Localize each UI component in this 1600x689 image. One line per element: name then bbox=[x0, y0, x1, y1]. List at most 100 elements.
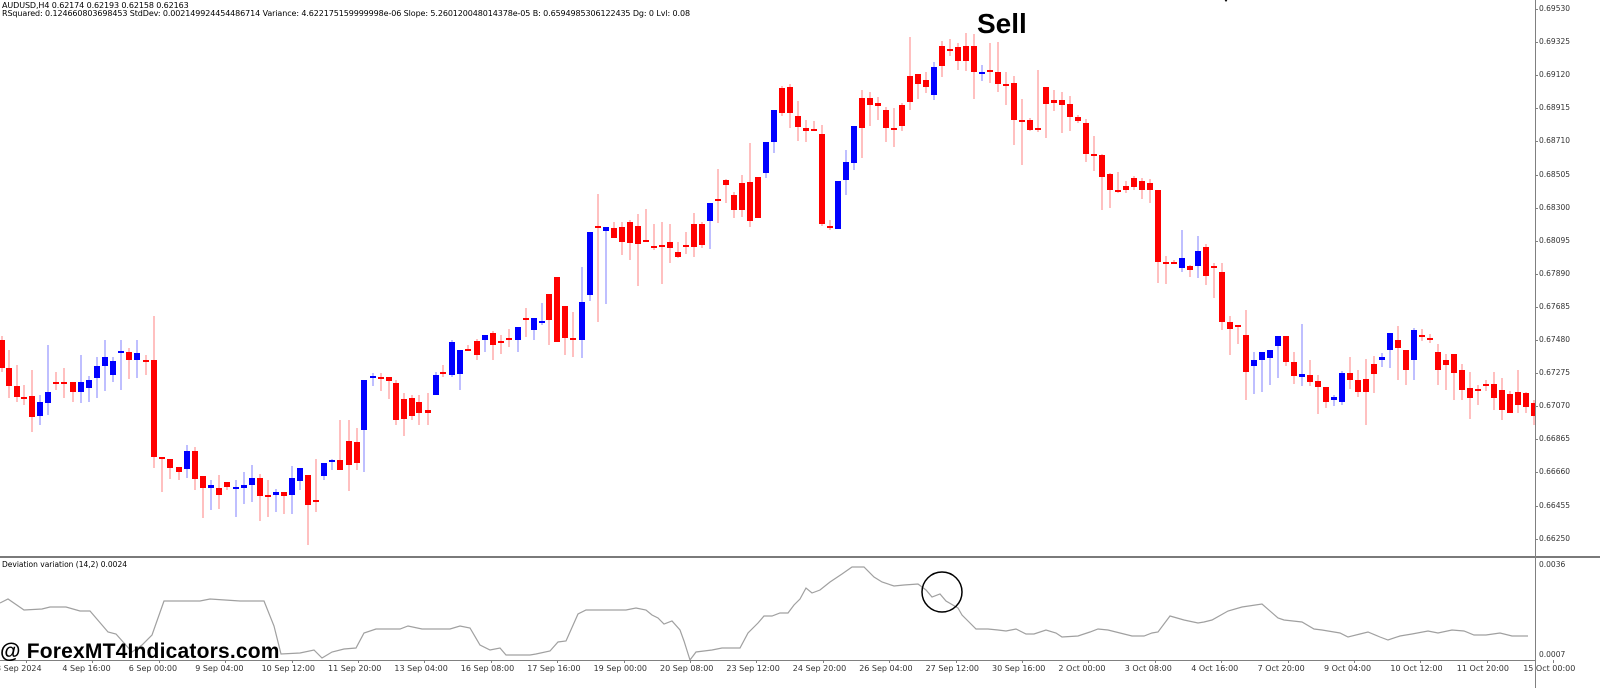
bull-candle bbox=[45, 345, 51, 415]
time-tick-label: 3 Sep 2024 bbox=[0, 664, 42, 673]
bear-candle bbox=[1219, 263, 1225, 330]
bear-candle bbox=[1099, 154, 1105, 210]
price-tick-mark bbox=[1535, 273, 1538, 275]
bear-candle bbox=[281, 492, 287, 514]
pane-separator[interactable] bbox=[0, 556, 1535, 558]
candlestick-plot bbox=[0, 33, 1535, 545]
time-tick-mark bbox=[1486, 660, 1488, 663]
bull-candle bbox=[457, 350, 463, 390]
price-tick-label: 0.66660 bbox=[1539, 467, 1571, 477]
time-tick-mark bbox=[1154, 660, 1156, 663]
bull-candle bbox=[482, 335, 488, 352]
price-tick-mark bbox=[1535, 75, 1538, 77]
price-tick-mark bbox=[1535, 406, 1538, 408]
bear-candle bbox=[167, 459, 173, 479]
time-tick-label: 23 Sep 12:00 bbox=[726, 664, 780, 673]
bull-candle bbox=[329, 459, 335, 470]
time-tick-mark bbox=[490, 660, 492, 663]
time-tick-label: 16 Sep 08:00 bbox=[460, 664, 515, 673]
regression-stats-line: RSquared: 0.124660803698453 StdDev: 0.00… bbox=[2, 9, 690, 18]
bear-candle bbox=[619, 222, 625, 255]
bear-candle bbox=[1395, 326, 1401, 380]
bear-candle bbox=[386, 377, 392, 399]
bear-candle bbox=[151, 316, 157, 468]
bear-candle bbox=[915, 74, 921, 99]
price-tick-mark bbox=[1535, 505, 1538, 507]
bear-candle bbox=[200, 476, 206, 518]
bear-candle bbox=[337, 420, 343, 470]
indicator-axis-min: 0.0007 bbox=[1539, 650, 1566, 659]
bull-candle bbox=[1299, 324, 1305, 386]
bear-candle bbox=[224, 482, 230, 490]
price-tick-label: 0.69325 bbox=[1539, 37, 1571, 47]
price-tick-label: 0.67685 bbox=[1539, 301, 1571, 311]
time-tick-label: 7 Oct 20:00 bbox=[1257, 664, 1305, 673]
bear-candle bbox=[1307, 360, 1313, 386]
bear-candle bbox=[1147, 179, 1153, 203]
bear-candle bbox=[995, 42, 1001, 92]
bear-candle bbox=[691, 213, 697, 257]
bear-candle bbox=[939, 41, 945, 77]
time-tick-label: 15 Oct 00:00 bbox=[1523, 664, 1576, 673]
price-tick-mark bbox=[1535, 42, 1538, 44]
time-tick-label: 10 Oct 12:00 bbox=[1390, 664, 1443, 673]
bear-candle bbox=[409, 395, 415, 420]
bear-candle bbox=[1163, 256, 1169, 284]
time-tick-label: 9 Sep 04:00 bbox=[195, 664, 244, 673]
bear-candle bbox=[1467, 372, 1473, 419]
price-tick-label: 0.67480 bbox=[1539, 335, 1571, 344]
bear-candle bbox=[875, 97, 881, 120]
time-tick-label: 26 Sep 04:00 bbox=[859, 664, 913, 673]
pane-separator-axis bbox=[1535, 556, 1600, 558]
bear-candle bbox=[176, 467, 182, 480]
time-tick-mark bbox=[291, 660, 293, 663]
bear-candle bbox=[747, 143, 753, 227]
time-axis[interactable] bbox=[0, 660, 1535, 689]
bear-candle bbox=[506, 329, 512, 347]
price-tick-mark bbox=[1535, 141, 1538, 143]
price-axis[interactable] bbox=[1535, 0, 1600, 688]
price-tick-mark bbox=[1535, 240, 1538, 242]
bear-candle bbox=[739, 175, 745, 217]
bull-candle bbox=[1331, 395, 1337, 406]
bear-candle bbox=[1515, 370, 1521, 413]
bear-candle bbox=[346, 420, 352, 491]
bear-candle bbox=[1203, 244, 1209, 285]
bull-candle bbox=[102, 340, 108, 391]
bear-candle bbox=[1283, 336, 1289, 366]
bear-candle bbox=[1171, 260, 1177, 264]
bear-candle bbox=[1507, 391, 1513, 413]
bull-candle bbox=[449, 340, 455, 377]
bear-candle bbox=[425, 393, 431, 425]
bull-candle bbox=[1179, 230, 1185, 272]
bear-candle bbox=[401, 393, 407, 436]
bull-candle bbox=[763, 142, 769, 178]
bear-candle bbox=[465, 345, 471, 351]
bear-candle bbox=[1499, 378, 1505, 420]
bull-candle bbox=[208, 480, 214, 510]
bear-candle bbox=[1363, 359, 1369, 425]
time-tick-label: 9 Oct 04:00 bbox=[1324, 664, 1372, 673]
bull-candle bbox=[361, 380, 367, 472]
bear-candle bbox=[963, 33, 969, 71]
bear-candle bbox=[61, 368, 67, 398]
bull-candle bbox=[1387, 333, 1393, 368]
bear-candle bbox=[891, 108, 897, 147]
bear-candle bbox=[1123, 181, 1129, 193]
time-tick-mark bbox=[92, 660, 94, 663]
price-tick-mark bbox=[1535, 340, 1538, 341]
time-tick-mark bbox=[158, 660, 160, 663]
bear-candle bbox=[14, 365, 20, 402]
indicator-pane[interactable] bbox=[0, 558, 1535, 660]
bear-candle bbox=[923, 72, 929, 93]
bear-candle bbox=[474, 339, 480, 360]
bear-candle bbox=[1035, 70, 1041, 132]
price-tick-mark bbox=[1535, 9, 1538, 10]
time-tick-mark bbox=[1354, 660, 1355, 663]
bear-candle bbox=[1139, 178, 1145, 199]
indicator-label: Deviation variation (14,2) 0.0024 bbox=[2, 560, 127, 569]
price-chart-pane[interactable] bbox=[0, 0, 1535, 556]
bear-candle bbox=[1187, 265, 1193, 277]
time-tick-mark bbox=[1420, 660, 1422, 663]
time-tick-label: 20 Sep 08:00 bbox=[660, 664, 714, 673]
